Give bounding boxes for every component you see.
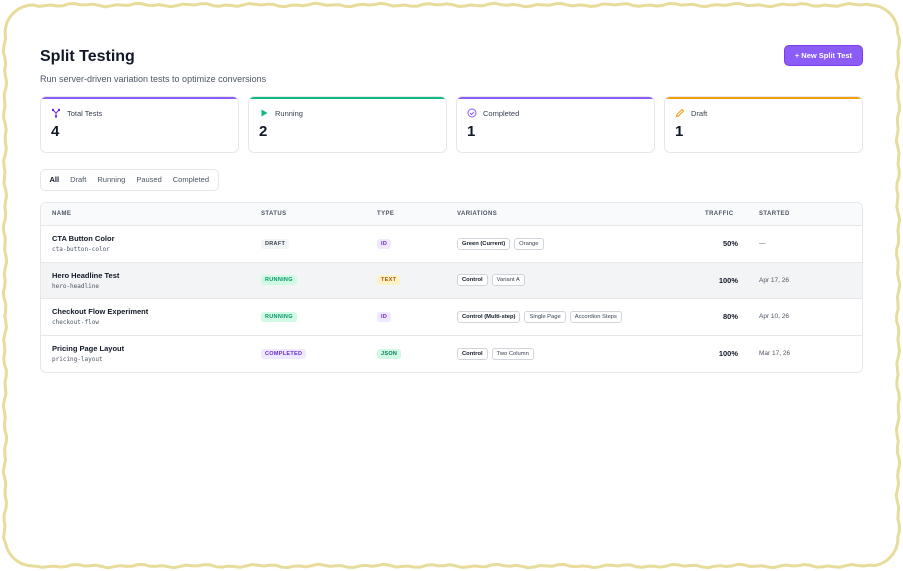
page-subtitle: Run server-driven variation tests to opt… [40,74,267,84]
stat-card-running: Running 2 [248,96,447,153]
stat-label: Completed [483,108,520,118]
variations-cell: Green (Current) Orange [457,226,548,262]
stat-value: 1 [467,123,476,140]
traffic-value: 100% [718,349,738,359]
variation-chip: Accordion Steps [569,310,622,323]
type-cell: ID [377,226,392,262]
tab-all[interactable]: All [44,172,65,188]
status-cell: RUNNING [261,263,297,299]
variations-cell: Control Variant A [457,263,529,299]
status-badge: DRAFT [261,238,290,249]
type-badge: JSON [377,348,402,359]
type-badge: ID [377,238,392,249]
traffic-value: 100% [718,275,738,285]
variation-chip: Single Page [524,310,566,323]
column-header-traffic: TRAFFIC [705,211,734,217]
stat-card-completed: Completed 1 [456,96,655,153]
test-key: pricing-layout [52,356,103,364]
column-header-type: TYPE [377,211,395,217]
test-key: hero-headline [52,282,99,290]
test-key: cta-button-color [52,246,110,254]
tab-paused[interactable]: Paused [136,175,162,184]
column-header-started: STARTED [759,211,790,217]
variation-chip: Control [457,274,488,287]
status-cell: RUNNING [261,299,297,335]
tab-completed[interactable]: Completed [172,175,210,184]
stat-label-row: Total Tests [51,108,102,118]
status-badge: RUNNING [261,275,297,286]
test-name-cell: Checkout Flow Experiment checkout-flow [52,299,148,335]
split-testing-page: Split Testing Run server-driven variatio… [40,44,863,373]
column-header-variations: VARIATIONS [457,211,498,217]
split-tests-table: NAME STATUS TYPE VARIATIONS TRAFFIC STAR… [40,202,863,373]
test-name-cell: CTA Button Color cta-button-color [52,226,114,262]
variation-chip: Orange [514,237,544,250]
variation-chip: Control (Multi-step) [457,310,521,323]
status-cell: COMPLETED [261,336,307,373]
page-header: Split Testing Run server-driven variatio… [40,44,863,84]
test-name: CTA Button Color [52,234,115,244]
variation-chip: Two Column [491,347,534,360]
table-row[interactable]: Hero Headline Test hero-headline RUNNING… [41,262,862,299]
column-header-status: STATUS [261,211,287,217]
variations-cell: Control (Multi-step) Single Page Accordi… [457,299,626,335]
stat-value: 1 [675,123,684,140]
status-badge: RUNNING [261,311,297,322]
status-cell: DRAFT [261,226,290,262]
started-date: Apr 10, 26 [759,313,789,321]
status-filter-tabs: All Draft Running Paused Completed [40,169,219,191]
stat-accent-bar [41,97,238,99]
column-header-name: NAME [52,211,72,217]
check-circle-icon [467,108,477,118]
stat-accent-bar [665,97,862,99]
started-date: Mar 17, 26 [759,350,791,358]
type-cell: ID [377,299,392,335]
tab-draft[interactable]: Draft [70,175,87,184]
type-cell: TEXT [377,263,401,299]
traffic-value: 50% [722,239,738,249]
play-icon [259,108,269,118]
fork-icon [51,108,61,118]
stats-row: Total Tests 4 Running 2 Completed 1 [40,96,863,153]
test-key: checkout-flow [52,319,99,327]
stat-label-row: Completed [467,108,519,118]
stat-label-row: Running [259,108,303,118]
stat-card-total: Total Tests 4 [40,96,239,153]
stat-value: 4 [51,123,60,140]
table-row[interactable]: Checkout Flow Experiment checkout-flow R… [41,299,862,336]
variation-chip: Control [457,347,488,360]
traffic-value: 80% [722,312,738,322]
stat-label: Draft [691,108,708,118]
test-name: Pricing Page Layout [52,344,125,354]
started-date: Apr 17, 26 [759,276,789,284]
stat-label: Running [275,108,303,118]
status-badge: COMPLETED [261,348,307,359]
variation-chip: Variant A [491,274,525,287]
test-name-cell: Pricing Page Layout pricing-layout [52,336,124,373]
new-split-test-button[interactable]: + New Split Test [783,45,863,66]
pencil-icon [675,108,685,118]
table-row[interactable]: Pricing Page Layout pricing-layout COMPL… [41,336,862,373]
stat-value: 2 [259,123,268,140]
stat-label-row: Draft [675,108,707,118]
page-title: Split Testing [40,48,135,65]
variation-chip: Green (Current) [457,237,511,250]
variations-cell: Control Two Column [457,336,538,373]
test-name: Hero Headline Test [52,270,120,280]
table-header: NAME STATUS TYPE VARIATIONS TRAFFIC STAR… [41,203,862,226]
stat-accent-bar [457,97,654,99]
test-name-cell: Hero Headline Test hero-headline [52,263,119,299]
test-name: Checkout Flow Experiment [52,307,149,317]
stat-accent-bar [249,97,446,99]
tab-running[interactable]: Running [97,175,126,184]
type-badge: ID [377,311,392,322]
type-cell: JSON [377,336,402,373]
stat-label: Total Tests [67,108,103,118]
stat-card-draft: Draft 1 [664,96,863,153]
started-date: — [759,240,766,248]
type-badge: TEXT [377,275,401,286]
table-row[interactable]: CTA Button Color cta-button-color DRAFT … [41,226,862,263]
